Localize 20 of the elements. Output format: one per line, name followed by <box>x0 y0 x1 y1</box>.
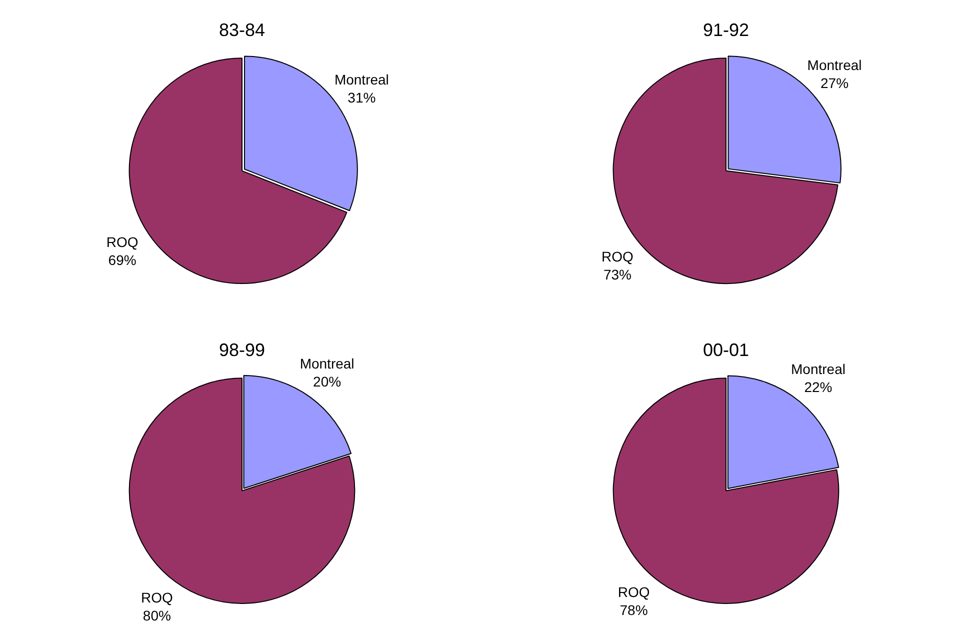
chart-title: 83-84 <box>218 20 266 40</box>
chart-title: 98-99 <box>218 340 266 360</box>
data-label: 78% <box>620 602 648 618</box>
chart-title: 91-92 <box>702 20 750 40</box>
data-label: 69% <box>108 252 136 268</box>
data-label: 27% <box>820 74 849 91</box>
data-label: 73% <box>603 266 632 282</box>
slice-label: Montreal <box>300 356 354 372</box>
slice-label: Montreal <box>791 361 846 378</box>
data-label: 22% <box>804 379 832 396</box>
chart-title: 00-01 <box>702 340 750 360</box>
data-label: 20% <box>313 374 342 390</box>
slice-label: Montreal <box>334 71 389 88</box>
data-label: 31% <box>348 89 376 106</box>
slice-label: ROQ <box>618 584 650 600</box>
data-label: 80% <box>142 608 171 624</box>
slice-label: Montreal <box>807 56 862 73</box>
slice-label: ROQ <box>141 590 173 606</box>
slice-label: ROQ <box>106 234 138 250</box>
slice-label: ROQ <box>602 248 634 264</box>
